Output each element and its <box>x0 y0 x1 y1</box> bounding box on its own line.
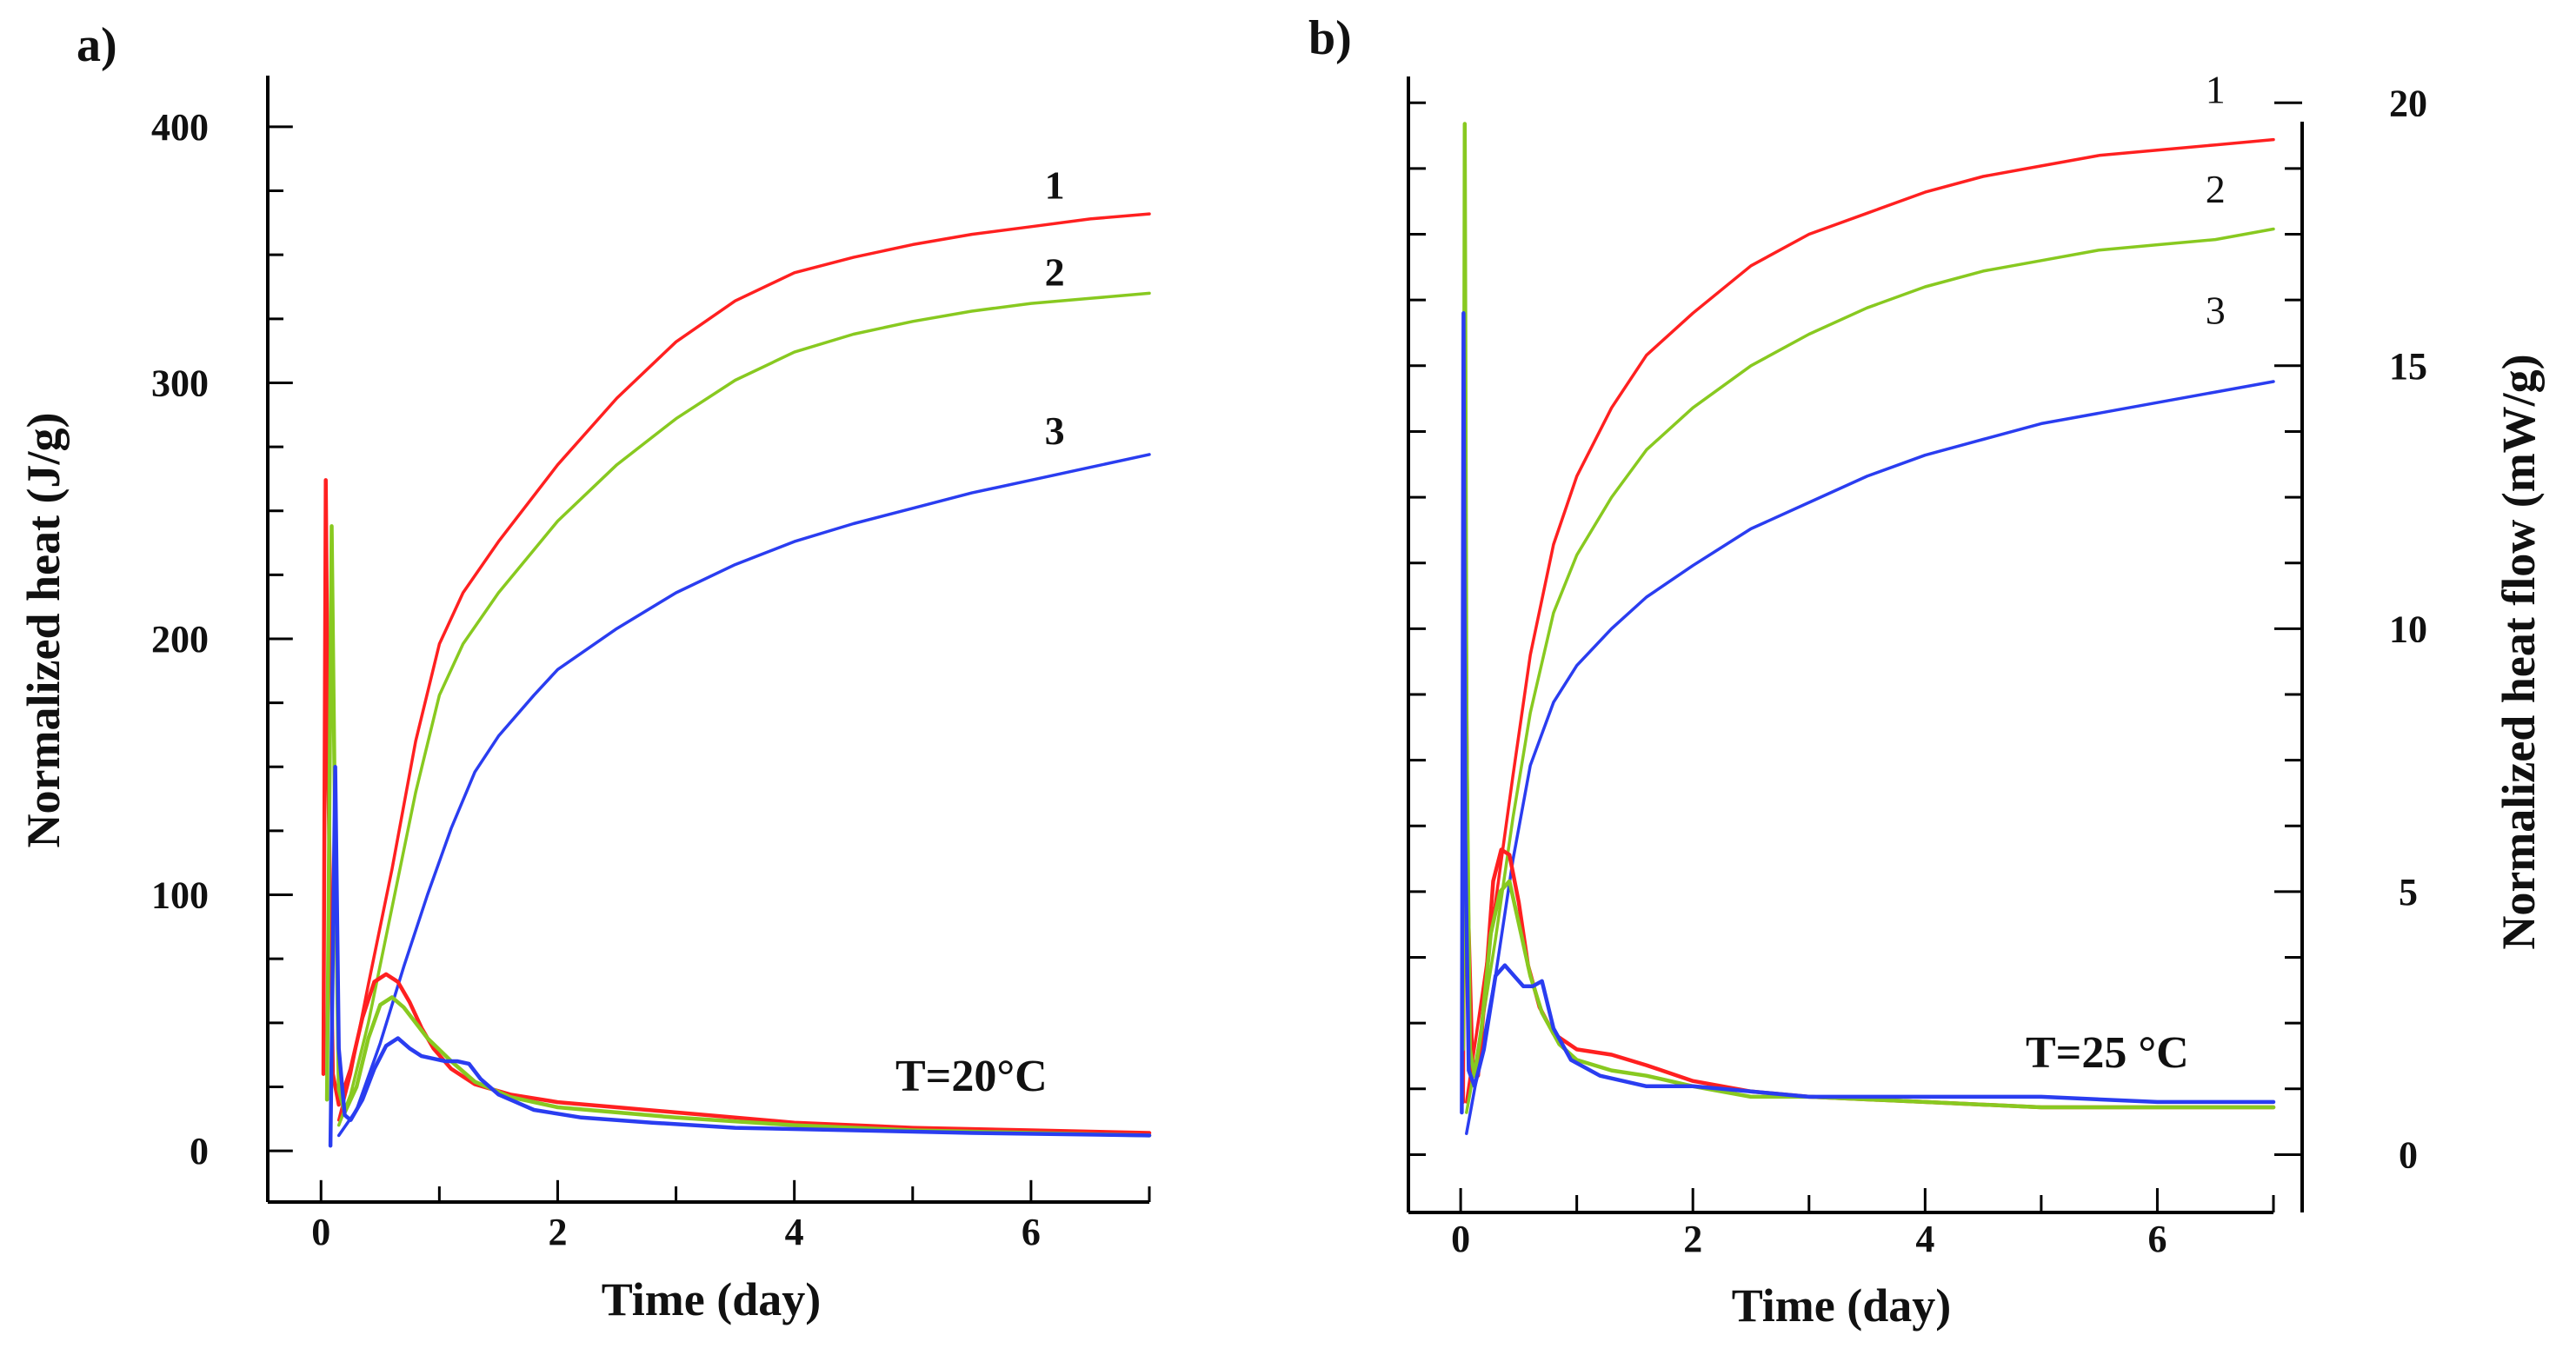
panel-b-series-1-flow-line <box>1461 521 2276 1110</box>
panel-b-series-2-flow-line <box>1461 122 2276 1110</box>
panel-b-curve-label-1: 1 <box>2206 67 2226 111</box>
panel-b-x-tick-label: 2 <box>1683 1218 1702 1260</box>
panel-a-curve-label-2: 2 <box>1045 250 1065 295</box>
panel-b-series-1-cumulative-line <box>1465 137 2275 1104</box>
panel-b-curve-label-2: 2 <box>2206 167 2226 211</box>
panel-b-x-tick-label: 0 <box>1451 1218 1470 1260</box>
panel-b-series-group <box>1460 122 2276 1135</box>
panel-b-series-3-flow-line <box>1460 311 2276 1115</box>
panel-b-y-tick-label: 15 <box>2389 345 2427 388</box>
panel-a-series-3-flow-line <box>328 765 1152 1148</box>
panel-b-y-axis-title: Normalized heat flow (mW/g) <box>2493 354 2545 949</box>
panel-b-curve-labels: 1 2 3 <box>2206 67 2226 332</box>
panel-a-temperature-annotation: T=20°C <box>895 1052 1048 1101</box>
panel-a-curve-label-3: 3 <box>1045 408 1065 453</box>
panel-a-series-2-cumulative-line <box>336 291 1151 1127</box>
panel-b-x-tick-label: 6 <box>2147 1218 2167 1260</box>
panel-a-series-1-cumulative-line <box>336 212 1151 1122</box>
panel-a-curve-labels: 1 2 3 <box>1045 163 1065 453</box>
panel-b-temperature-annotation: T=25 °C <box>2026 1028 2189 1078</box>
panel-a-y-tick-label: 300 <box>151 362 209 404</box>
panel-a-x-tick-label: 0 <box>311 1211 330 1253</box>
panel-b-y-tick-label: 10 <box>2389 608 2427 650</box>
panel-b-curve-label-3: 3 <box>2206 288 2226 332</box>
panel-b-chart: b) Normalized heat flow (mW/g) Time (day… <box>1308 11 2545 1332</box>
panel-a-x-tick-label: 2 <box>548 1211 567 1253</box>
panel-a-y-tick-label: 100 <box>151 874 209 917</box>
panel-a-curve-label-1: 1 <box>1045 163 1065 207</box>
panel-b-y-tick-label: 0 <box>2399 1133 2418 1176</box>
panel-b-axes: 0 5 10 15 20 0 2 4 6 <box>1407 76 2427 1260</box>
panel-a-series-1-flow-line <box>321 478 1152 1135</box>
panel-a-y-tick-label: 0 <box>190 1130 209 1172</box>
panel-a-y-tick-label: 400 <box>151 106 209 149</box>
panel-b-y-tick-label: 20 <box>2389 82 2427 124</box>
panel-a-series-group <box>321 212 1152 1148</box>
panel-a-series-3-cumulative-line <box>336 453 1151 1138</box>
panel-a-chart: a) Normalized heat (J/g) Time (day) T=20… <box>17 18 1152 1325</box>
panel-b-x-tick-label: 4 <box>1915 1218 1934 1260</box>
panel-b-x-axis-title: Time (day) <box>1732 1279 1952 1332</box>
panel-a-y-axis-title: Normalized heat (J/g) <box>17 413 70 848</box>
panel-b-label: b) <box>1308 11 1352 65</box>
panel-a-x-axis-title: Time (day) <box>602 1273 822 1325</box>
panel-a-x-tick-label: 4 <box>785 1211 804 1253</box>
panel-a-x-tick-label: 6 <box>1022 1211 1041 1253</box>
panel-b-series-3-cumulative-line <box>1465 380 2275 1135</box>
panel-b-y-tick-label: 5 <box>2399 871 2418 913</box>
panel-a-y-tick-label: 200 <box>151 618 209 661</box>
panel-a-axes: 0 100 200 300 400 0 2 4 6 <box>151 76 1151 1253</box>
panel-b-series-2-cumulative-line <box>1465 227 2275 1114</box>
panel-a-label: a) <box>77 18 117 72</box>
